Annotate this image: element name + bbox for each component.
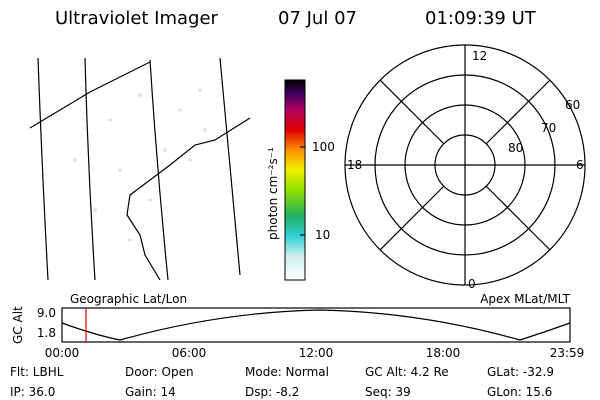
altitude-curve xyxy=(61,309,571,341)
info-field: GLat: -32.9 xyxy=(487,365,554,379)
strip-x-tick: 18:00 xyxy=(426,346,461,360)
date: 07 Jul 07 xyxy=(278,8,357,29)
strip-x-tick: 00:00 xyxy=(45,346,80,360)
info-field: GC Alt: 4.2 Re xyxy=(365,365,449,379)
strip-left-title: Geographic Lat/Lon xyxy=(70,292,187,306)
info-field: GLon: 15.6 xyxy=(487,385,552,399)
strip-frame xyxy=(61,307,571,343)
colorbar-tick-label: 10 xyxy=(315,228,330,242)
colorbar-label: photon cm⁻²s⁻¹ xyxy=(266,147,280,240)
strip-y-label: GC Alt xyxy=(11,306,25,344)
info-field: IP: 36.0 xyxy=(10,385,55,399)
geographic-map xyxy=(29,57,251,281)
info-field: Mode: Normal xyxy=(245,365,329,379)
lat-label: 60 xyxy=(565,98,580,112)
mlt-label: 12 xyxy=(472,49,487,63)
info-field: Flt: LBHL xyxy=(10,365,64,379)
title: Ultraviolet Imager xyxy=(55,8,219,29)
strip-y-tick: 1.8 xyxy=(37,326,56,340)
info-field: Seq: 39 xyxy=(365,385,411,399)
colorbar xyxy=(284,79,306,281)
time: 01:09:39 UT xyxy=(425,8,537,29)
strip-y-tick: 9.0 xyxy=(37,306,56,320)
strip-x-tick: 06:00 xyxy=(172,346,207,360)
strip-right-title: Apex MLat/MLT xyxy=(480,292,570,306)
info-field: Gain: 14 xyxy=(125,385,176,399)
info-field: Dsp: -8.2 xyxy=(245,385,299,399)
info-field: Door: Open xyxy=(125,365,194,379)
mlt-label: 6 xyxy=(576,158,584,172)
lat-label: 70 xyxy=(541,121,556,135)
polar-grid xyxy=(344,44,586,286)
lat-label: 80 xyxy=(508,141,523,155)
info-panel: Flt: LBHL Door: Open Mode: Normal GC Alt: 4… xyxy=(10,365,554,399)
strip-x-tick: 12:00 xyxy=(299,346,334,360)
colorbar-tick-label: 100 xyxy=(312,140,335,154)
mlt-label: 18 xyxy=(347,158,362,172)
strip-x-tick: 23:59 xyxy=(550,346,585,360)
mlt-label: 0 xyxy=(468,277,476,291)
